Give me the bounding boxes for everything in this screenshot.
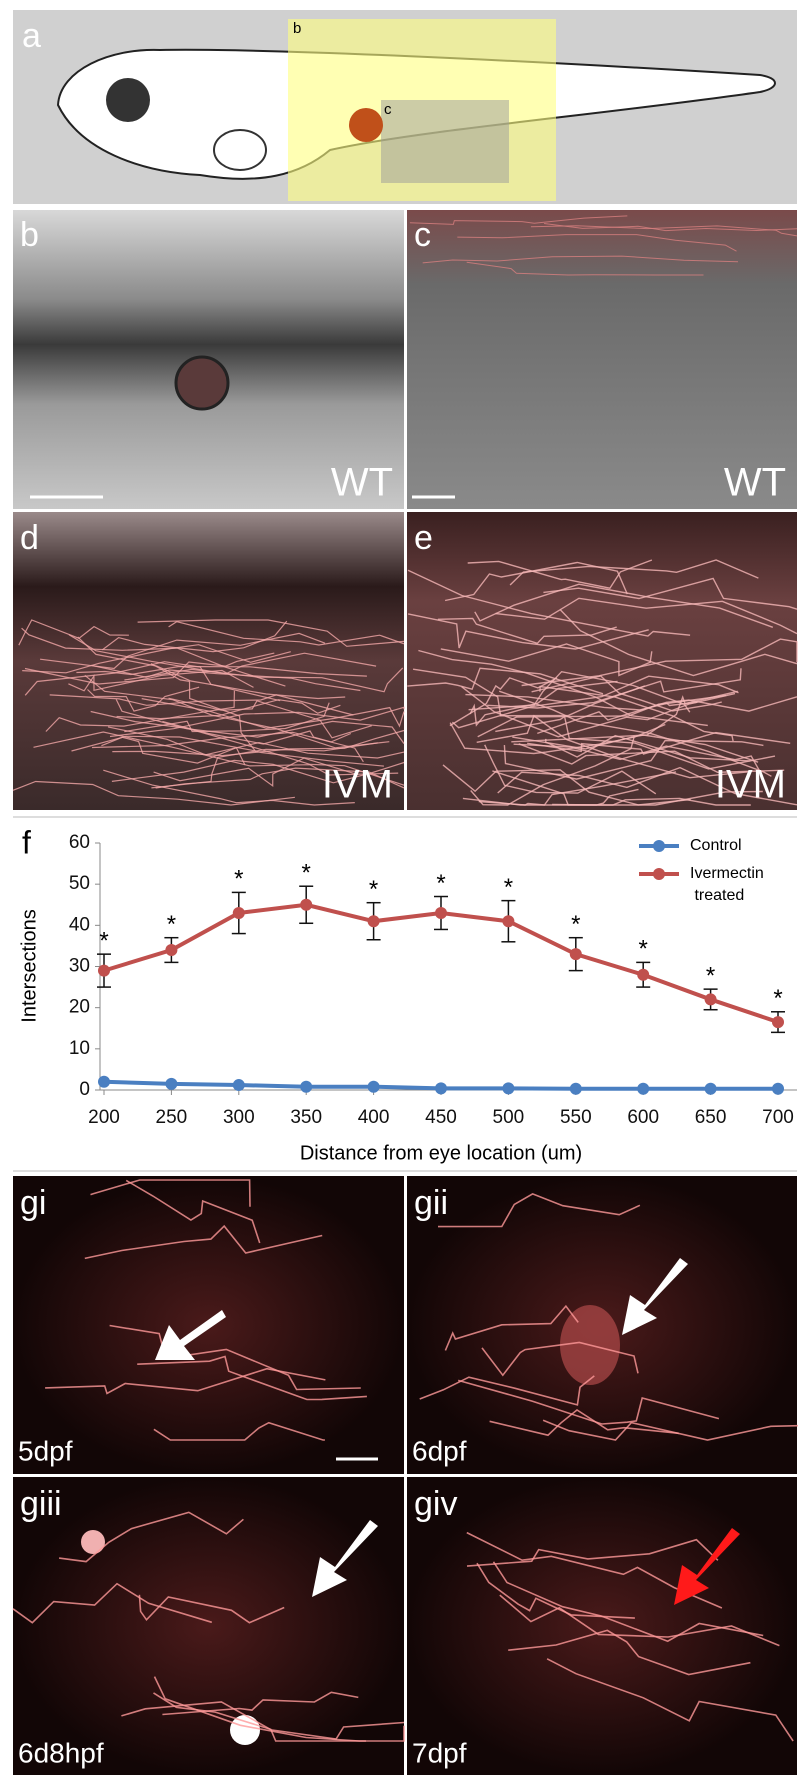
x-tick-label: 450: [425, 1107, 457, 1128]
age-label: 6d8hpf: [18, 1737, 104, 1768]
significance: *: [773, 985, 782, 1012]
box-label: c: [384, 101, 392, 118]
point: [98, 1076, 110, 1088]
image-giii: [13, 1477, 404, 1775]
point: [570, 1083, 582, 1095]
x-tick-label: 350: [290, 1107, 322, 1128]
panel-label: gi: [20, 1184, 46, 1222]
point: [435, 1082, 447, 1094]
condition-label: IVM: [322, 763, 393, 807]
significance: *: [706, 962, 715, 989]
cell-body: [230, 1715, 260, 1745]
point: [705, 1083, 717, 1095]
y-tick-label: 10: [69, 1038, 90, 1059]
x-tick-label: 600: [627, 1107, 659, 1128]
legend-label: Control: [690, 837, 742, 854]
age-label: 5dpf: [18, 1435, 73, 1466]
significance: *: [369, 876, 378, 903]
panel-label: f: [22, 824, 31, 860]
point: [570, 948, 582, 960]
point: [502, 1082, 514, 1094]
tadpole-eye: [106, 78, 150, 122]
significance: *: [99, 927, 108, 954]
x-tick-label: 250: [156, 1107, 188, 1128]
condition-label: IVM: [715, 763, 786, 807]
y-tick-label: 50: [69, 873, 90, 894]
x-axis-title: Distance from eye location (um): [300, 1142, 582, 1164]
significance: *: [302, 860, 311, 887]
panel-label: c: [414, 216, 431, 254]
significance: *: [234, 866, 243, 893]
cell-body: [81, 1530, 105, 1554]
panel-label: d: [20, 519, 39, 557]
x-tick-label: 650: [695, 1107, 727, 1128]
x-tick-label: 300: [223, 1107, 255, 1128]
panel-label: giii: [20, 1485, 62, 1523]
significance: *: [504, 874, 513, 901]
y-tick-label: 20: [69, 997, 90, 1018]
point: [637, 1083, 649, 1095]
legend-label: Ivermectin treated: [690, 865, 764, 904]
point: [772, 1016, 784, 1028]
panel-label: b: [20, 216, 39, 254]
image-giv: [407, 1477, 797, 1775]
region-c: [381, 100, 509, 183]
panel-label: gii: [414, 1184, 448, 1222]
x-tick-label: 550: [560, 1107, 592, 1128]
condition-label: WT: [331, 461, 393, 505]
x-tick-label: 400: [358, 1107, 390, 1128]
panel-label: e: [414, 519, 433, 557]
eye: [176, 357, 228, 409]
figure: a b c b c d e WT WT IVM IVM f Intersecti…: [0, 0, 809, 1775]
y-axis-title: Intersections: [18, 909, 40, 1022]
significance: *: [639, 936, 648, 963]
point: [300, 1081, 312, 1093]
panel-label: a: [22, 17, 41, 55]
point: [502, 915, 514, 927]
lesion: [349, 108, 383, 142]
point: [233, 1079, 245, 1091]
point: [368, 1081, 380, 1093]
point: [98, 965, 110, 977]
significance: *: [436, 870, 445, 897]
box-label: b: [293, 20, 301, 37]
chart: f Intersections Distance from eye locati…: [18, 824, 797, 1164]
x-tick-label: 200: [88, 1107, 120, 1128]
age-label: 7dpf: [412, 1737, 467, 1768]
panel-label: giv: [414, 1485, 457, 1523]
age-label: 6dpf: [412, 1435, 467, 1466]
point: [772, 1083, 784, 1095]
point: [165, 1078, 177, 1090]
y-tick-label: 30: [69, 956, 90, 977]
point: [233, 907, 245, 919]
y-tick-label: 0: [79, 1079, 90, 1100]
point: [435, 907, 447, 919]
significance: *: [571, 911, 580, 938]
condition-label: WT: [724, 461, 786, 505]
point: [368, 915, 380, 927]
point: [165, 944, 177, 956]
y-tick-label: 40: [69, 914, 90, 935]
legend-swatch: [653, 868, 665, 880]
point: [300, 899, 312, 911]
page: {"panels": { "a": {"label": "a", "box_la…: [0, 0, 809, 1775]
significance: *: [167, 911, 176, 938]
point: [705, 993, 717, 1005]
legend-swatch: [653, 840, 665, 852]
y-tick-label: 60: [69, 832, 90, 853]
point: [637, 969, 649, 981]
x-tick-label: 500: [493, 1107, 525, 1128]
x-tick-label: 700: [762, 1107, 794, 1128]
